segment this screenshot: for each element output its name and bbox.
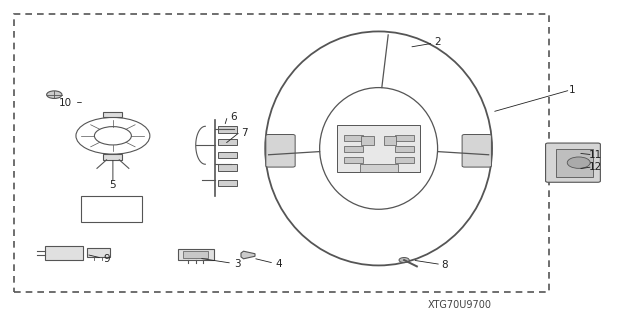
FancyBboxPatch shape [344,157,363,163]
FancyBboxPatch shape [344,135,363,141]
FancyBboxPatch shape [556,149,593,177]
FancyBboxPatch shape [545,143,600,182]
FancyBboxPatch shape [360,164,397,172]
Text: 2: 2 [435,38,441,48]
Text: 7: 7 [241,128,248,137]
Text: XTG70U9700: XTG70U9700 [428,300,492,310]
FancyBboxPatch shape [183,251,209,257]
Circle shape [47,91,62,99]
FancyBboxPatch shape [337,125,420,172]
FancyBboxPatch shape [394,135,413,141]
Text: 10: 10 [58,98,72,108]
FancyBboxPatch shape [103,154,122,160]
FancyBboxPatch shape [218,164,237,171]
Circle shape [399,257,409,263]
Text: 9: 9 [103,254,110,264]
FancyBboxPatch shape [87,249,109,257]
Text: 8: 8 [441,260,447,271]
FancyBboxPatch shape [218,152,237,158]
Polygon shape [241,251,255,259]
Text: 4: 4 [275,259,282,269]
Text: 1: 1 [568,85,575,95]
FancyBboxPatch shape [45,246,83,260]
FancyBboxPatch shape [361,136,374,145]
Text: 3: 3 [234,259,241,269]
FancyBboxPatch shape [394,157,413,163]
FancyBboxPatch shape [344,146,363,152]
FancyBboxPatch shape [462,135,492,167]
Text: 11: 11 [589,150,602,160]
Text: 6: 6 [230,112,237,122]
Circle shape [567,157,590,168]
Text: 12: 12 [589,162,602,172]
FancyBboxPatch shape [384,136,396,145]
FancyBboxPatch shape [266,135,295,167]
FancyBboxPatch shape [218,180,237,186]
FancyBboxPatch shape [178,249,214,260]
Text: 5: 5 [109,180,116,190]
FancyBboxPatch shape [394,146,413,152]
FancyBboxPatch shape [218,126,237,133]
FancyBboxPatch shape [218,139,237,145]
FancyBboxPatch shape [103,112,122,117]
